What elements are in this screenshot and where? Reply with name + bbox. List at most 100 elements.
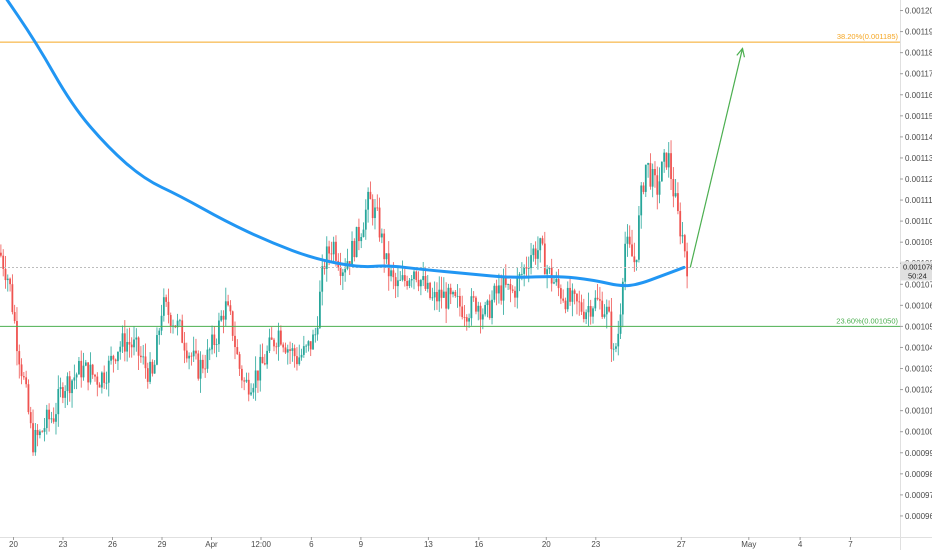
candle-body [41, 431, 44, 433]
candle-body [176, 320, 179, 328]
candle-body [126, 341, 129, 352]
price-tick-label: 0.001050 [905, 322, 932, 331]
candle-body [417, 279, 420, 287]
arrow-shaft [689, 48, 744, 268]
candle-body [571, 290, 574, 302]
candle-body [13, 312, 16, 322]
candle-body [146, 368, 149, 382]
candle-body [29, 412, 32, 424]
fib-level-38-label: 38.20%(0.001185) [837, 32, 899, 41]
candle-body [495, 285, 498, 294]
candle-body [300, 354, 303, 358]
candle-body [516, 278, 519, 298]
candle-body [169, 314, 172, 327]
candle-body [36, 429, 39, 436]
candle-body [475, 297, 477, 312]
candle-body [557, 278, 560, 289]
candle-body [224, 301, 227, 320]
candle-body [2, 255, 5, 269]
time-axis[interactable]: 20 23 26 29 Apr 12:00 6 9 13 16 20 23 27 May 4 7 [9, 537, 853, 549]
candle-body [110, 355, 112, 361]
candle-body [78, 360, 80, 375]
candle-body [445, 291, 448, 309]
candle-body [596, 297, 599, 300]
candle-body [195, 350, 197, 354]
candle-body [335, 241, 337, 261]
time-tick-label: Apr [205, 540, 218, 549]
candle-body [254, 370, 257, 388]
candle-body [392, 270, 395, 278]
candle-body [57, 389, 60, 415]
candle-body [539, 238, 542, 251]
candle-body [206, 349, 209, 369]
candle-body [470, 296, 473, 319]
candle-body [628, 236, 631, 245]
candle-body [477, 305, 480, 312]
candle-body [447, 287, 450, 309]
candle-body [640, 185, 643, 216]
candle-body [635, 259, 638, 263]
candle-body [135, 337, 138, 340]
candle-body [6, 278, 9, 281]
candle-body [105, 382, 108, 384]
candle-body [559, 288, 562, 299]
candle-body [156, 335, 158, 365]
candle-body [431, 297, 434, 299]
candle-body [305, 345, 308, 347]
current-price-value: 0.001078 [903, 262, 932, 271]
candle-body [204, 368, 207, 370]
candle-body [321, 266, 324, 292]
candle-body [27, 384, 30, 413]
candle-body [546, 269, 549, 275]
candle-body [374, 207, 376, 219]
candle-body [52, 418, 55, 422]
price-tick-label: 0.000960 [905, 512, 932, 521]
candle-body [215, 344, 218, 346]
candle-body [4, 268, 7, 281]
candle-body [247, 379, 250, 395]
candle-body [520, 273, 523, 275]
candle-body [158, 330, 161, 336]
candle-body [243, 380, 246, 382]
candle-body [68, 376, 71, 394]
candle-body [498, 285, 500, 294]
candle-body [548, 267, 551, 270]
candle-body [677, 193, 679, 212]
candle-body [179, 320, 181, 322]
candle-body [601, 300, 604, 317]
candle-body [257, 370, 259, 381]
candle-body [562, 298, 565, 301]
candle-body [307, 341, 310, 346]
candle-body [192, 350, 195, 357]
candle-body [440, 289, 443, 298]
candle-body [438, 289, 441, 302]
candle-body [55, 414, 57, 422]
candle-body [376, 207, 379, 209]
candle-body [302, 346, 305, 355]
candle-body [486, 300, 489, 306]
moving-average-line [5, 0, 686, 288]
candle-body [128, 341, 131, 345]
candle-body [493, 285, 496, 300]
candle-body [286, 349, 289, 353]
candle-body [647, 163, 649, 165]
candle-body [566, 287, 569, 310]
candle-body [298, 357, 301, 365]
candle-body [172, 325, 174, 327]
candle-body [43, 428, 46, 432]
candle-body [296, 356, 298, 365]
candle-body [672, 178, 675, 197]
candle-body [649, 163, 652, 187]
time-tick-label: 26 [108, 540, 117, 549]
candle-body [378, 207, 381, 238]
candle-body [504, 277, 507, 285]
